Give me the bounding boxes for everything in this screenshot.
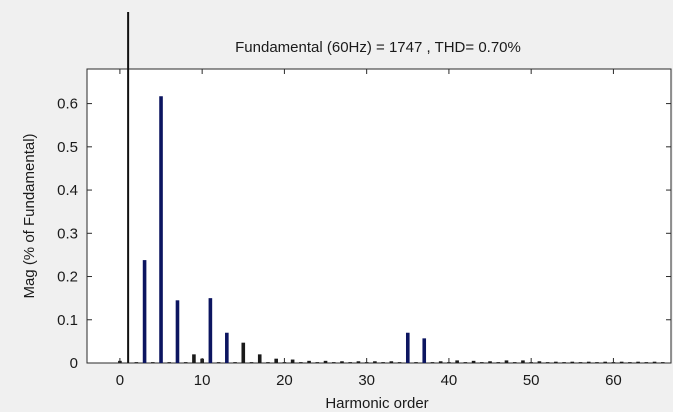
- bar-harmonic-33: [389, 361, 394, 363]
- bar-harmonic-25: [323, 360, 328, 363]
- bar-harmonic-49: [521, 360, 525, 363]
- bar-harmonic-22: [299, 362, 303, 363]
- x-tick-label: 30: [358, 372, 375, 389]
- bar-harmonic-16: [249, 362, 254, 363]
- bar-harmonic-31: [373, 361, 377, 363]
- bar-harmonic-42: [463, 362, 468, 363]
- bar-harmonic-43: [471, 360, 476, 363]
- bar-harmonic-54: [562, 362, 566, 363]
- bar-harmonic-45: [488, 361, 492, 363]
- bar-harmonic-56: [578, 362, 583, 363]
- bar-harmonic-26: [331, 362, 336, 363]
- bar-harmonic-38: [430, 362, 435, 363]
- bar-harmonic-66: [660, 362, 665, 363]
- bar-harmonic-14: [233, 362, 237, 363]
- bar-harmonic-5: [159, 96, 163, 364]
- x-axis-label: Harmonic order: [325, 395, 428, 412]
- y-tick-label: 0: [70, 355, 78, 372]
- y-tick-label: 0.4: [57, 182, 78, 199]
- y-tick-label: 0.1: [57, 312, 78, 329]
- chart-title: Fundamental (60Hz) = 1747 , THD= 0.70%: [235, 39, 521, 56]
- bar-harmonic-23: [307, 360, 311, 363]
- x-tick-label: 20: [276, 372, 293, 389]
- y-tick-label: 0.5: [57, 139, 78, 156]
- bar-harmonic-29: [356, 361, 361, 363]
- bar-harmonic-27: [340, 361, 344, 363]
- bar-harmonic-17: [257, 354, 262, 363]
- bar-harmonic-65: [652, 361, 657, 363]
- bar-harmonic-35: [405, 332, 410, 363]
- bar-harmonic-52: [545, 362, 550, 363]
- bar-harmonic-39: [438, 361, 443, 363]
- bar-harmonic-46: [496, 362, 501, 363]
- bar-harmonic-32: [381, 362, 385, 363]
- bar-harmonic-36: [414, 362, 418, 363]
- bar-harmonic-63: [636, 361, 640, 363]
- bar-harmonic-37: [422, 338, 427, 363]
- bar-harmonic-51: [537, 361, 542, 363]
- bar-harmonic-53: [554, 361, 558, 363]
- bar-harmonic-12: [216, 362, 221, 363]
- y-ticks-group: 0 0.1 0.2 0.3 0.4 0.5 0.6: [57, 96, 671, 372]
- x-tick-label: 0: [116, 372, 124, 389]
- x-tick-label: 60: [605, 372, 622, 389]
- bar-harmonic-59: [603, 361, 607, 363]
- bar-harmonic-9: [192, 354, 196, 363]
- bar-harmonic-34: [397, 362, 402, 363]
- bar-harmonic-18: [266, 362, 270, 363]
- x-tick-label: 40: [441, 372, 458, 389]
- x-tick-label: 50: [523, 372, 540, 389]
- y-tick-label: 0.3: [57, 225, 78, 242]
- y-tick-label: 0.2: [57, 269, 78, 286]
- bar-harmonic-6: [167, 362, 172, 363]
- bar-harmonic-3: [142, 260, 147, 363]
- y-tick-label: 0.6: [57, 96, 78, 113]
- bar-harmonic-64: [644, 362, 649, 363]
- bars-group: [118, 96, 665, 364]
- bar-harmonic-24: [315, 362, 320, 363]
- bar-harmonic-11: [208, 298, 213, 363]
- bar-harmonic-7: [175, 300, 180, 363]
- bar-harmonic-61: [619, 361, 624, 363]
- bar-harmonic-58: [595, 362, 599, 363]
- bar-harmonic-62: [628, 362, 632, 363]
- bar-harmonic-8: [183, 362, 188, 363]
- bar-harmonic-28: [348, 362, 353, 363]
- bar-harmonic-21: [290, 359, 295, 363]
- bar-harmonic-4: [151, 362, 155, 363]
- bar-harmonic-13: [225, 332, 229, 363]
- bar-harmonic-2: [134, 362, 139, 363]
- bar-harmonic-57: [586, 361, 591, 363]
- bar-harmonic-19: [274, 358, 278, 363]
- bar-harmonic-47: [504, 360, 509, 363]
- bar-harmonic-15: [241, 342, 246, 363]
- plot-area: [86, 68, 672, 364]
- bar-harmonic-41: [455, 360, 459, 363]
- y-axis-label: Mag (% of Fundamental): [21, 133, 38, 298]
- bar-harmonic-48: [512, 362, 517, 363]
- x-tick-label: 10: [194, 372, 211, 389]
- bar-harmonic-44: [480, 362, 484, 363]
- bar-harmonic-55: [570, 361, 575, 363]
- x-ticks-group: 0 10 20 30 40 50 60: [116, 69, 622, 389]
